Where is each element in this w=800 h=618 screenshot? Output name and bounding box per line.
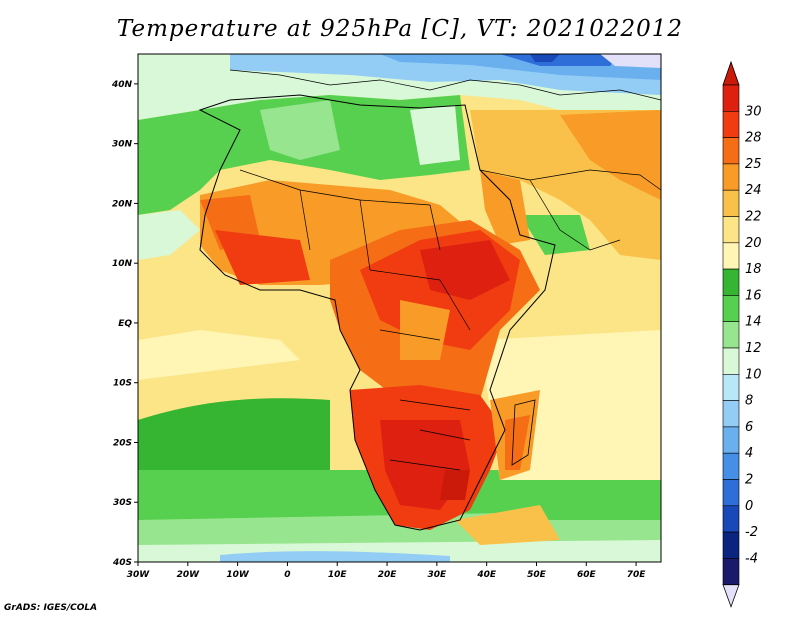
colorbar-swatch [722,373,740,401]
colorbar-swatch [722,558,740,586]
colorbar-label: 24 [745,183,762,198]
colorbar-label: -2 [745,525,758,540]
colorbar-swatch [722,452,740,480]
lat-tick-label: 30S [113,498,132,508]
colorbar-swatch [722,426,740,454]
lat-tick-label: 40N [111,80,133,90]
colorbar-swatch [722,111,740,138]
colorbar-label: 28 [745,131,762,146]
lat-tick-label: EQ [118,319,132,329]
lat-tick-label: 20N [112,199,133,209]
lon-tick-label: 60E [577,570,597,580]
colorbar-swatch [722,163,740,191]
colorbar-label: 14 [745,315,762,330]
map-axes: 30W 20W 10W 0 10E 20E 30E 40E 50E 60E 70E 40N 30N 20N… [111,80,646,580]
colorbar-swatch [722,137,740,165]
lon-tick-label: 20W [177,570,201,580]
colorbar-swatch [722,400,740,428]
lat-tick-label: 20S [113,438,132,448]
colorbar-label: 30 [745,104,762,119]
colorbar-swatch [722,189,740,217]
colorbar-bottom-arrow [722,584,740,608]
colorbar-swatch [722,268,740,296]
colorbar-label: 25 [745,157,762,172]
lon-tick-label: 10E [328,570,348,580]
lon-tick-label: 30E [428,570,448,580]
lon-tick-label: 0 [284,570,290,580]
lat-tick-label: 40S [112,558,132,568]
lat-tick-label: 30N [112,140,133,150]
colorbar-label: 18 [745,262,762,277]
colorbar-swatch [722,479,740,507]
colorbar-top-arrow [722,60,740,86]
colorbar-label: 2 [745,473,753,488]
lat-tick-label: 10N [112,259,133,269]
map-title: Temperature at 925hPa [C], VT: 202102201… [116,16,684,42]
lat-tick-label: 10S [113,379,132,389]
lon-tick-label: 20E [378,570,398,580]
credit-label: GrADS: IGES/COLA [4,603,98,613]
plot-frame [137,53,662,563]
colorbar-swatch [722,84,740,112]
lon-tick-label: 30W [127,570,151,580]
colorbar-swatch [722,321,740,349]
colorbar-swatch [722,242,740,270]
colorbar-label: 4 [745,446,753,461]
colorbar-swatch [722,505,740,533]
lon-tick-label: 70E [627,570,647,580]
colorbar-label: 8 [745,394,753,409]
colorbar-label: 12 [745,341,762,356]
colorbar-swatch [722,531,740,559]
colorbar-swatch [722,347,740,375]
colorbar-label: 10 [745,367,762,382]
colorbar-label: 0 [745,499,753,514]
lon-tick-label: 40E [476,570,497,580]
colorbar-label: 20 [745,236,762,251]
colorbar-label: 6 [745,420,753,435]
colorbar-label: 22 [745,210,762,225]
colorbar-label: -4 [745,551,758,566]
lon-tick-label: 50E [527,570,547,580]
colorbar-swatch [722,216,740,244]
colorbar-swatch [722,295,740,322]
lon-tick-label: 10W [226,570,250,580]
colorbar-label: 16 [745,288,762,303]
